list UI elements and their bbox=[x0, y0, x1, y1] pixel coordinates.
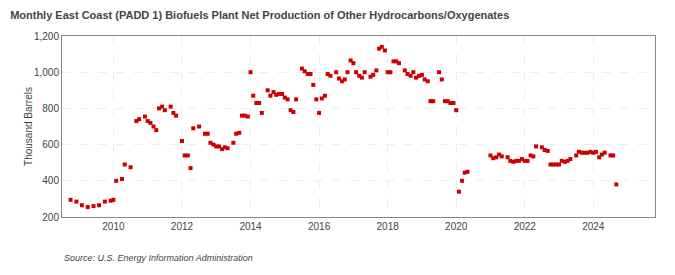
svg-text:2014: 2014 bbox=[239, 221, 262, 232]
svg-text:2024: 2024 bbox=[582, 221, 605, 232]
svg-text:400: 400 bbox=[42, 175, 59, 186]
svg-text:2018: 2018 bbox=[377, 221, 400, 232]
svg-text:Source: U.S. Energy Informatio: Source: U.S. Energy Information Administ… bbox=[64, 253, 253, 263]
svg-text:600: 600 bbox=[42, 139, 59, 150]
svg-text:Thousand Barrels: Thousand Barrels bbox=[23, 87, 34, 166]
svg-text:800: 800 bbox=[42, 103, 59, 114]
svg-text:2010: 2010 bbox=[102, 221, 125, 232]
svg-text:1,200: 1,200 bbox=[34, 31, 59, 42]
svg-text:2012: 2012 bbox=[171, 221, 194, 232]
svg-text:Monthly East Coast (PADD 1) Bi: Monthly East Coast (PADD 1) Biofuels Pla… bbox=[10, 9, 509, 21]
svg-text:200: 200 bbox=[42, 212, 59, 223]
svg-text:2022: 2022 bbox=[514, 221, 537, 232]
svg-text:2016: 2016 bbox=[308, 221, 331, 232]
svg-text:1,000: 1,000 bbox=[34, 67, 59, 78]
svg-text:2020: 2020 bbox=[445, 221, 468, 232]
